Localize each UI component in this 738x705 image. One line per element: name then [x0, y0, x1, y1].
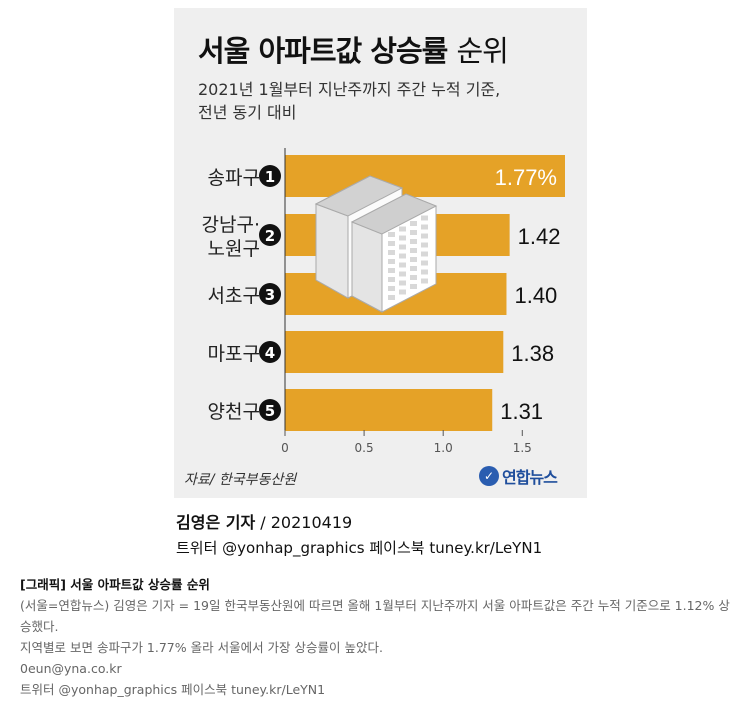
value-label: 1.38: [511, 341, 554, 366]
yonhap-logo-text: 연합뉴스: [502, 468, 558, 487]
category-label: 서초구: [208, 285, 260, 307]
caption-social: 트위터 @yonhap_graphics 페이스북 tuney.kr/LeYN1: [20, 682, 326, 697]
apartment-illustration: [314, 175, 438, 313]
bar: [285, 331, 504, 373]
rank-badge: [259, 283, 281, 305]
author-credit: 김영은 기자 / 20210419: [176, 509, 352, 533]
chart-title: 서울 아파트값 상승률 순위: [198, 28, 509, 70]
yonhap-logo-icon: ✓: [479, 466, 499, 486]
x-tick-label: 0: [281, 441, 289, 455]
category-label: 마포구: [208, 343, 260, 365]
chart-title-bold: 서울 아파트값 상승률: [198, 34, 448, 68]
rank-badge: [259, 165, 281, 187]
x-tick-label: 0.5: [355, 441, 374, 455]
category-label: 송파구: [208, 167, 260, 189]
infographic: 서울 아파트값 상승률 순위 2021년 1월부터 지난주까지 주간 누적 기준…: [174, 8, 587, 498]
chart-title-light: 순위: [456, 34, 508, 68]
rank-number: 3: [265, 286, 275, 304]
value-label: 1.40: [514, 283, 557, 308]
x-tick-label: 1.5: [513, 441, 532, 455]
rank-number: 5: [265, 402, 275, 420]
source-note: 자료/ 한국부동산원: [184, 472, 297, 488]
rank-badge: [259, 224, 281, 246]
yonhap-logo: ✓ 연합뉴스: [479, 464, 558, 488]
caption-email: 0eun@yna.co.kr: [20, 661, 122, 676]
credit-date: / 20210419: [255, 513, 353, 532]
bar: [285, 389, 493, 431]
rank-number: 1: [265, 168, 275, 186]
rank-badge: [259, 341, 281, 363]
bar: [285, 155, 565, 197]
value-label: 1.42: [518, 224, 561, 249]
article-caption: [그래픽] 서울 아파트값 상승률 순위 (서울=연합뉴스) 김영은 기자 = …: [20, 574, 730, 700]
rank-number: 4: [265, 344, 275, 362]
bar-chart: 송파구 1 1.77% 강남구·노원구 2 1.42 서초구 3 1.40 마포구 4 1.38 양천구…: [202, 148, 565, 455]
caption-detail: 지역별로 보면 송파구가 1.77% 올라 서울에서 가장 상승률이 높았다.: [20, 640, 383, 655]
category-label: 노원구: [208, 238, 260, 260]
caption-title: [그래픽] 서울 아파트값 상승률 순위: [20, 577, 210, 592]
caption-body: (서울=연합뉴스) 김영은 기자 = 19일 한국부동산원에 따르면 올해 1월…: [20, 598, 730, 634]
rank-badge: [259, 399, 281, 421]
chart-subtitle-line-2: 전년 동기 대비: [198, 103, 297, 122]
value-label: 1.77%: [495, 165, 557, 190]
category-label: 양천구: [208, 401, 260, 423]
value-label: 1.31: [500, 399, 543, 424]
x-tick-label: 1.0: [434, 441, 453, 455]
chart-subtitle: 2021년 1월부터 지난주까지 주간 누적 기준, 전년 동기 대비: [198, 78, 500, 124]
chart-subtitle-line-1: 2021년 1월부터 지난주까지 주간 누적 기준,: [198, 80, 501, 99]
category-label: 강남구·: [202, 214, 260, 236]
author-name: 김영은 기자: [176, 513, 256, 532]
social-credit: 트위터 @yonhap_graphics 페이스북 tuney.kr/LeYN1: [176, 539, 543, 557]
rank-number: 2: [265, 227, 275, 245]
